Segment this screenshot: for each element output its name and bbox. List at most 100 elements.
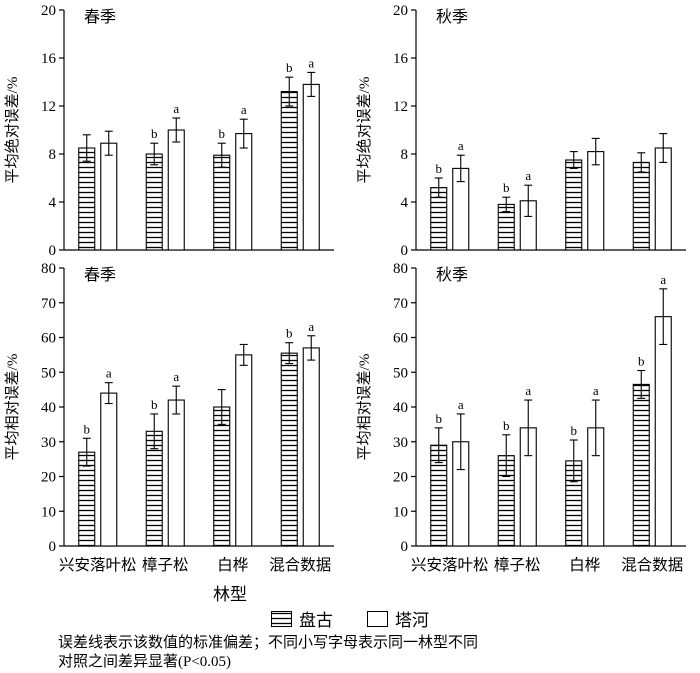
chart-panel-spring-relative-error: 0 10 20 30 40 50 60 70 80 平均相对误差/% 春季 b a 兴安落叶松 b a 樟子松白… (2, 258, 347, 587)
pangu-hatched-swatch-icon (271, 610, 292, 627)
bar-盘古-白桦 (213, 154, 231, 251)
caption: 误差线表示该数值的标准偏差；不同小写字母表示同一林型不同 对照之间差异显著(P<… (58, 634, 690, 672)
y-tick-label: 16 (41, 51, 57, 67)
y-tick-label: 10 (393, 504, 408, 520)
y-tick-label: 0 (401, 243, 409, 256)
bar-塔河-白桦 (235, 133, 253, 251)
y-axis-title: 平均绝对误差/% (4, 77, 21, 184)
x-tick-label: 樟子松 (142, 556, 189, 574)
bar-塔河-白桦 (235, 354, 253, 547)
significance-letter: b (503, 418, 510, 433)
y-tick-label: 0 (49, 243, 57, 256)
y-axis-title: 平均绝对误差/% (356, 77, 373, 184)
significance-letter: b (151, 126, 158, 141)
y-tick-label: 20 (41, 3, 56, 19)
significance-letter: a (660, 272, 666, 287)
y-tick-label: 50 (393, 365, 408, 381)
significance-letter: b (286, 60, 293, 75)
bar-盘古-兴安落叶松 (78, 147, 96, 251)
panel-title: 秋季 (436, 266, 468, 284)
x-axis-label: 林型 (213, 585, 247, 604)
significance-letter: b (84, 421, 91, 436)
bar-盘古-白桦 (565, 159, 583, 251)
x-tick-label: 樟子松 (494, 556, 541, 574)
y-tick-label: 0 (49, 539, 57, 555)
bar-塔河-兴安落叶松 (100, 392, 118, 547)
y-axis-title: 平均相对误差/% (356, 354, 373, 461)
chart-panel-autumn-relative-error: 0 10 20 30 40 50 60 70 80 平均相对误差/% 秋季 b a 兴安落叶松 b a 樟子松 b… (354, 258, 699, 587)
significance-letter: a (593, 383, 599, 398)
y-tick-label: 80 (393, 261, 408, 277)
caption-line-2: 对照之间差异显著(P<0.05) (58, 653, 232, 670)
significance-letter: a (106, 366, 112, 381)
panel-title: 春季 (84, 8, 116, 26)
significance-letter: a (173, 101, 179, 116)
legend-item-pangu: 盘古 (271, 606, 333, 631)
significance-letter: b (151, 397, 158, 412)
significance-letter: a (308, 319, 314, 334)
significance-letter: a (525, 168, 531, 183)
y-tick-label: 80 (41, 261, 56, 277)
significance-letter: b (286, 326, 293, 341)
significance-letter: a (241, 102, 247, 117)
bar-塔河-兴安落叶松 (100, 142, 118, 251)
y-tick-label: 70 (41, 296, 56, 312)
legend: 盘古 塔河 (0, 606, 700, 631)
significance-letter: a (173, 369, 179, 384)
bar-塔河-樟子松 (167, 129, 185, 251)
y-tick-label: 30 (393, 435, 408, 451)
spring-mean-relative-error-chart: 01020304050607080平均相对误差/%春季ba兴安落叶松ba樟子松白… (4, 261, 334, 574)
significance-letter: a (525, 383, 531, 398)
significance-letter: b (503, 180, 510, 195)
y-tick-label: 4 (401, 195, 409, 211)
y-tick-label: 40 (41, 400, 56, 416)
bar-塔河-混合数据 (302, 83, 320, 251)
panel-title: 春季 (84, 266, 116, 284)
bar-盘古-樟子松 (145, 153, 163, 251)
x-tick-label: 混合数据 (269, 556, 331, 574)
y-tick-label: 60 (41, 331, 56, 347)
legend-label-tahe: 塔河 (395, 611, 429, 630)
y-tick-label: 0 (401, 539, 409, 555)
significance-letter: b (638, 354, 645, 369)
y-tick-label: 16 (393, 51, 409, 67)
y-tick-label: 12 (393, 99, 408, 115)
y-tick-label: 50 (41, 365, 56, 381)
y-tick-label: 20 (393, 470, 408, 486)
y-tick-label: 40 (393, 400, 408, 416)
y-tick-label: 20 (393, 3, 408, 19)
significance-letter: b (219, 126, 226, 141)
bar-盘古-白桦 (213, 406, 231, 547)
x-tick-label: 兴安落叶松 (411, 556, 489, 574)
x-tick-label: 混合数据 (621, 556, 683, 574)
bar-塔河-樟子松 (167, 399, 185, 547)
significance-letter: a (458, 397, 464, 412)
chart-panel-autumn-absolute-error: 0 4 8 12 16 20 平均绝对误差/% 秋季 b a b a (354, 0, 699, 261)
y-tick-label: 70 (393, 296, 408, 312)
bar-盘古-混合数据 (280, 91, 298, 251)
significance-letter: a (308, 55, 314, 70)
bar-盘古-混合数据 (280, 352, 298, 547)
tahe-open-swatch-icon (367, 610, 388, 627)
significance-letter: b (571, 423, 578, 438)
y-tick-label: 60 (393, 331, 408, 347)
bar-塔河-混合数据 (654, 316, 672, 547)
y-tick-label: 10 (41, 504, 56, 520)
y-axis-title: 平均相对误差/% (4, 354, 21, 461)
significance-letter: b (436, 161, 443, 176)
y-tick-label: 8 (49, 147, 57, 163)
x-tick-label: 白桦 (569, 556, 600, 574)
y-tick-label: 12 (41, 99, 56, 115)
bar-塔河-白桦 (587, 151, 605, 251)
legend-item-tahe: 塔河 (367, 606, 429, 631)
y-tick-label: 30 (41, 435, 56, 451)
bar-塔河-混合数据 (302, 347, 320, 547)
autumn-mean-relative-error-chart: 0 10 20 30 40 50 60 70 80 平均相对误差/% 秋季 b a 兴安落叶松 b a 樟子松 b… (356, 261, 686, 574)
x-tick-label: 兴安落叶松 (59, 556, 137, 574)
legend-label-pangu: 盘古 (299, 611, 333, 630)
panel-title: 秋季 (436, 8, 468, 26)
bar-盘古-混合数据 (632, 383, 650, 547)
